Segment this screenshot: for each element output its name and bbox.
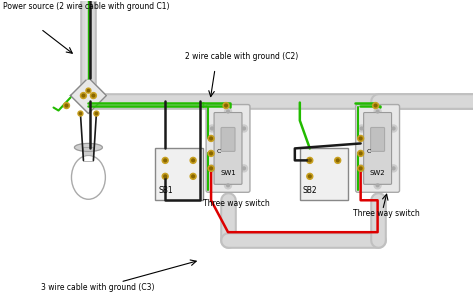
Circle shape: [190, 173, 196, 179]
Circle shape: [223, 103, 229, 108]
Circle shape: [210, 137, 212, 140]
Circle shape: [376, 110, 379, 113]
Bar: [300, 148, 348, 200]
Circle shape: [309, 159, 311, 162]
Text: C: C: [366, 149, 371, 154]
Circle shape: [64, 103, 70, 108]
Circle shape: [164, 159, 166, 162]
Circle shape: [209, 125, 216, 132]
Circle shape: [164, 175, 166, 178]
Circle shape: [190, 157, 196, 163]
Circle shape: [87, 89, 90, 92]
Text: SW1: SW1: [220, 170, 236, 176]
Circle shape: [337, 159, 339, 162]
Bar: [83, 148, 93, 162]
Circle shape: [225, 182, 231, 189]
Circle shape: [359, 167, 362, 170]
Ellipse shape: [74, 143, 102, 151]
Circle shape: [374, 108, 381, 115]
Circle shape: [82, 94, 85, 97]
Circle shape: [210, 152, 212, 155]
FancyBboxPatch shape: [214, 113, 242, 184]
Circle shape: [162, 157, 168, 163]
Circle shape: [358, 165, 364, 171]
Bar: [155, 148, 203, 200]
Circle shape: [359, 137, 362, 140]
Circle shape: [78, 111, 83, 116]
Circle shape: [225, 108, 231, 115]
Text: Power source (2 wire cable with ground C1): Power source (2 wire cable with ground C…: [3, 2, 169, 11]
Circle shape: [390, 125, 397, 132]
Circle shape: [358, 136, 364, 142]
Circle shape: [210, 167, 213, 170]
Circle shape: [309, 175, 311, 178]
Circle shape: [65, 104, 68, 107]
Circle shape: [210, 127, 213, 130]
FancyBboxPatch shape: [371, 128, 384, 151]
Text: Three way switch: Three way switch: [353, 209, 419, 218]
Circle shape: [392, 127, 395, 130]
Text: 3 wire cable with ground (C3): 3 wire cable with ground (C3): [41, 283, 154, 292]
Circle shape: [358, 125, 365, 132]
Circle shape: [392, 167, 395, 170]
Circle shape: [81, 93, 86, 99]
Circle shape: [210, 167, 212, 170]
Circle shape: [335, 157, 341, 163]
Circle shape: [240, 125, 247, 132]
Circle shape: [91, 93, 96, 99]
Circle shape: [360, 127, 363, 130]
Circle shape: [390, 165, 397, 172]
FancyBboxPatch shape: [356, 105, 400, 192]
Text: SB1: SB1: [158, 186, 173, 195]
Circle shape: [208, 136, 214, 142]
Text: SB2: SB2: [303, 186, 318, 195]
Circle shape: [358, 165, 365, 172]
Text: SW2: SW2: [370, 170, 385, 176]
Text: C: C: [217, 149, 221, 154]
Circle shape: [243, 167, 246, 170]
Circle shape: [95, 112, 98, 115]
Circle shape: [209, 165, 216, 172]
Circle shape: [373, 103, 379, 108]
FancyBboxPatch shape: [364, 113, 392, 184]
Circle shape: [374, 104, 377, 107]
Circle shape: [227, 110, 229, 113]
Bar: [83, 148, 93, 162]
FancyBboxPatch shape: [221, 128, 235, 151]
Circle shape: [307, 157, 313, 163]
Circle shape: [227, 184, 229, 187]
FancyBboxPatch shape: [206, 105, 250, 192]
Circle shape: [240, 165, 247, 172]
Circle shape: [162, 173, 168, 179]
Ellipse shape: [72, 155, 105, 199]
Circle shape: [208, 165, 214, 171]
Circle shape: [192, 175, 194, 178]
Circle shape: [86, 88, 91, 93]
Circle shape: [225, 104, 228, 107]
Polygon shape: [71, 77, 106, 114]
Circle shape: [374, 182, 381, 189]
Circle shape: [243, 127, 246, 130]
Circle shape: [192, 159, 194, 162]
Text: Three way switch: Three way switch: [203, 199, 270, 208]
Circle shape: [79, 112, 82, 115]
Circle shape: [94, 111, 99, 116]
Circle shape: [307, 173, 313, 179]
Circle shape: [360, 167, 363, 170]
Circle shape: [359, 152, 362, 155]
Circle shape: [92, 94, 95, 97]
Circle shape: [376, 184, 379, 187]
Text: 2 wire cable with ground (C2): 2 wire cable with ground (C2): [185, 52, 299, 61]
Circle shape: [208, 150, 214, 156]
Circle shape: [358, 150, 364, 156]
